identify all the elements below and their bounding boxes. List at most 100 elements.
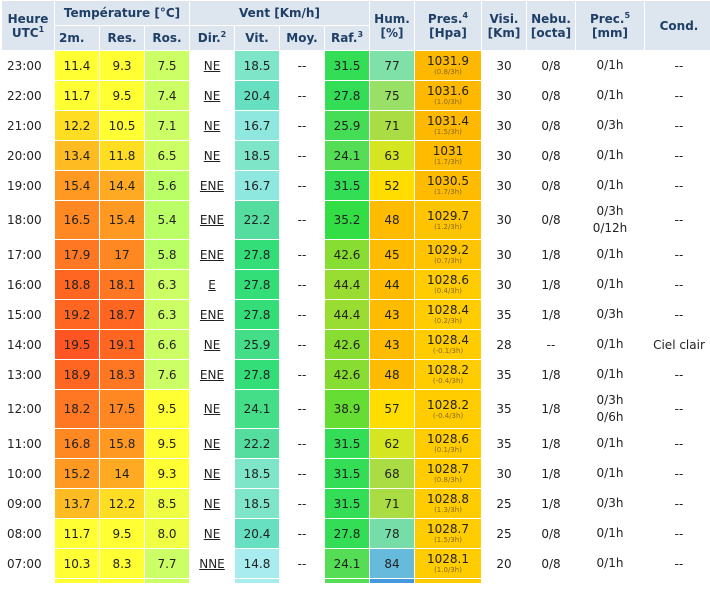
precipitation-cell: 0/1h	[576, 549, 644, 578]
wind-dir-label: NE	[203, 436, 221, 451]
partial-cell	[2, 579, 54, 583]
temp-res-cell: 12.2	[100, 489, 144, 518]
pressure-value: 1031.6	[427, 84, 469, 98]
time-cell: 15:00	[2, 300, 54, 329]
header-pres-label: Pres.	[427, 11, 463, 26]
pressure-trend: (1.0/3h)	[434, 566, 462, 574]
humidity-cell: 77	[370, 51, 414, 80]
time-cell: 07:00	[2, 549, 54, 578]
precipitation-value: 0/1h	[596, 367, 624, 381]
cloud-cover-cell: 0/8	[527, 141, 575, 170]
wind-speed-cell: 18.5	[235, 141, 279, 170]
precipitation-cell: 0/3h 0/12h	[576, 201, 644, 239]
table-row: 15:00 19.2 18.7 6.3 ENE 27.8 -- 44.4 43 1028.4 (0.…	[2, 300, 710, 329]
pressure-value: 1031	[432, 144, 464, 158]
table-row: 08:00 11.7 9.5 8.0 NE 20.4 -- 27.8 78 1028.7 (1.5/…	[2, 519, 710, 548]
temp-res-cell: 17	[100, 240, 144, 269]
visibility-cell: 35	[482, 300, 526, 329]
wind-dir-label: NNE	[199, 556, 225, 571]
weather-table: Heure UTC1 Température [°C] Vent [Km/h] …	[1, 0, 710, 584]
condition-cell: --	[645, 81, 710, 110]
condition-cell: --	[645, 171, 710, 200]
pressure-value: 1028.2	[427, 397, 469, 412]
precipitation-cell: 0/1h	[576, 270, 644, 299]
condition-cell: --	[645, 549, 710, 578]
wind-gust-cell: 25.9	[325, 111, 369, 140]
partial-cell	[280, 579, 324, 583]
precipitation-value: 0/1h	[596, 88, 624, 102]
wind-gust-cell: 31.5	[325, 429, 369, 458]
condition-cell: --	[645, 240, 710, 269]
time-cell: 22:00	[2, 81, 54, 110]
wind-speed-cell: 27.8	[235, 300, 279, 329]
wind-dir-label: NE	[203, 337, 221, 352]
time-cell: 14:00	[2, 330, 54, 359]
wind-speed-cell: 22.2	[235, 429, 279, 458]
wind-speed-cell: 14.8	[235, 549, 279, 578]
visibility-cell: 35	[482, 429, 526, 458]
condition-cell: --	[645, 360, 710, 389]
wind-gust-cell: 35.2	[325, 201, 369, 239]
temp-ros-cell: 7.5	[145, 51, 189, 80]
partial-cell	[482, 579, 526, 583]
pressure-cell: 1028.8 (1.3/3h)	[415, 489, 481, 518]
wind-gust-cell: 42.6	[325, 240, 369, 269]
visibility-cell: 35	[482, 360, 526, 389]
wind-avg-cell: --	[280, 171, 324, 200]
temp-ros-cell: 9.3	[145, 459, 189, 488]
temp-2m-cell: 17.9	[55, 240, 99, 269]
time-cell: 21:00	[2, 111, 54, 140]
visibility-cell: 30	[482, 51, 526, 80]
visibility-cell: 30	[482, 111, 526, 140]
cloud-cover-cell: 0/8	[527, 519, 575, 548]
header-pres: Pres.4 [Hpa]	[415, 1, 481, 50]
temp-res-cell: 9.5	[100, 519, 144, 548]
header-visi-label: Visi.	[489, 11, 519, 26]
pressure-cell: 1028.4 (0.2/3h)	[415, 300, 481, 329]
cloud-cover-cell: 0/8	[527, 201, 575, 239]
precipitation-value: 0/3h	[596, 118, 624, 132]
wind-avg-cell: --	[280, 141, 324, 170]
temp-2m-cell: 19.5	[55, 330, 99, 359]
temp-ros-cell: 7.4	[145, 81, 189, 110]
precipitation-value: 0/1h	[596, 148, 624, 162]
header-utc-label: UTC	[11, 25, 39, 40]
temp-ros-cell: 7.6	[145, 360, 189, 389]
table-row: 11:00 16.8 15.8 9.5 NE 22.2 -- 31.5 62 1028.6 (0.1…	[2, 429, 710, 458]
wind-dir-cell: NNE	[190, 549, 234, 578]
temp-ros-cell: 5.4	[145, 201, 189, 239]
wind-speed-cell: 20.4	[235, 81, 279, 110]
temp-res-cell: 9.3	[100, 51, 144, 80]
wind-dir-cell: NE	[190, 111, 234, 140]
wind-dir-label: NE	[203, 466, 221, 481]
precipitation-value: 0/3h	[596, 393, 624, 407]
time-cell: 19:00	[2, 171, 54, 200]
temp-2m-cell: 13.4	[55, 141, 99, 170]
wind-avg-cell: --	[280, 360, 324, 389]
wind-dir-cell: ENE	[190, 360, 234, 389]
temp-2m-cell: 11.7	[55, 81, 99, 110]
wind-gust-cell: 24.1	[325, 549, 369, 578]
partial-cell	[576, 579, 644, 583]
wind-dir-cell: NE	[190, 330, 234, 359]
header-vent: Vent [Km/h]	[190, 1, 369, 25]
precipitation-cell: 0/3h 0/6h	[576, 390, 644, 428]
temp-ros-cell: 5.8	[145, 240, 189, 269]
temp-2m-cell: 19.2	[55, 300, 99, 329]
precipitation-value: 0/6h	[596, 410, 624, 424]
pressure-cell: 1029.2 (0.7/3h)	[415, 240, 481, 269]
wind-dir-cell: NE	[190, 141, 234, 170]
weather-table-body: 23:00 11.4 9.3 7.5 NE 18.5 -- 31.5 77 1031.9 (0.8/…	[2, 51, 710, 583]
partial-cell	[645, 579, 710, 583]
cloud-cover-cell: 0/8	[527, 171, 575, 200]
precipitation-cell: 0/1h	[576, 141, 644, 170]
pressure-cell: 1030.5 (1.7/3h)	[415, 171, 481, 200]
temp-res-cell: 9.5	[100, 81, 144, 110]
wind-dir-cell: E	[190, 270, 234, 299]
temp-res-cell: 15.4	[100, 201, 144, 239]
visibility-cell: 35	[482, 390, 526, 428]
temp-ros-cell: 6.3	[145, 300, 189, 329]
precipitation-cell: 0/1h	[576, 360, 644, 389]
wind-dir-cell: ENE	[190, 201, 234, 239]
time-cell: 13:00	[2, 360, 54, 389]
